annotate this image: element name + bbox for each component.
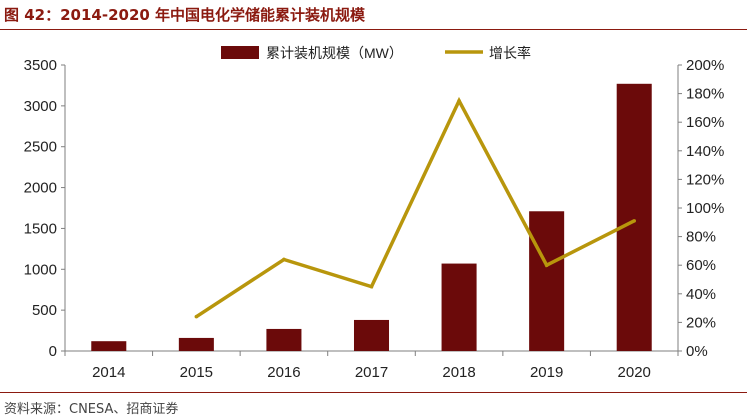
x-tick-label: 2017 [355,364,388,381]
growth-point-2015 [194,314,199,319]
x-tick-label: 2016 [267,364,300,381]
growth-point-2016 [282,257,286,262]
bar-2018 [441,263,477,351]
legend: 累计装机规模（MW） 增长率 [221,45,531,61]
legend-line-label: 增长率 [489,45,531,61]
growth-point-2017 [369,284,374,289]
growth-point-2019 [544,263,549,268]
x-tick-label: 2018 [442,364,475,381]
bar-2014 [91,341,127,351]
legend-bar-label: 累计装机规模（MW） [266,45,403,61]
footer-divider [0,392,747,393]
y-tick-right-label: 20% [686,314,716,331]
y-tick-left-label: 2000 [24,180,57,197]
y-tick-right-label: 180% [686,86,724,103]
bar-2020 [616,83,652,352]
chart-title: 图 42：2014-2020 年中国电化学储能累计装机规模 [4,6,366,24]
growth-point-2018 [457,98,461,103]
y-tick-right-label: 160% [686,114,724,131]
combo-chart: 累计装机规模（MW） 增长率 0 500 1000 1500 2000 2500 3000 35… [24,45,725,381]
y-tick-left-label: 0 [49,343,57,360]
axes: 0 500 1000 1500 2000 2500 3000 3500 0% 20% 40% 60% 8… [24,57,725,381]
source-note: 资料来源：CNESA、招商证券 [4,402,179,417]
title-divider [0,29,747,30]
y-tick-right-label: 80% [686,229,716,246]
x-tick-label: 2020 [618,364,651,381]
y-tick-left-label: 3500 [24,57,57,74]
y-tick-right-label: 40% [686,286,716,303]
y-tick-right-label: 140% [686,143,724,160]
x-tick-label: 2014 [92,364,125,381]
legend-bar-swatch [221,46,259,59]
y-tick-right-label: 120% [686,171,724,188]
bar-2017 [353,319,390,351]
growth-rate-line [195,96,636,319]
y-tick-left-label: 500 [32,302,57,319]
x-tick-label: 2015 [180,364,213,381]
y-tick-left-label: 1500 [24,220,57,237]
growth-point-2020 [632,219,637,223]
y-tick-right-label: 0% [686,343,708,360]
line-series [194,96,637,319]
y-tick-right-label: 200% [686,57,724,74]
bar-2015 [178,337,214,351]
y-tick-left-label: 3000 [24,98,57,115]
bar-2019 [529,211,565,351]
y-tick-right-label: 100% [686,200,724,217]
bar-series [91,83,652,352]
x-tick-label: 2019 [530,364,563,381]
y-tick-left-label: 1000 [24,261,57,278]
y-tick-left-label: 2500 [24,139,57,156]
y-tick-right-label: 60% [686,257,716,274]
bar-2016 [266,328,302,351]
